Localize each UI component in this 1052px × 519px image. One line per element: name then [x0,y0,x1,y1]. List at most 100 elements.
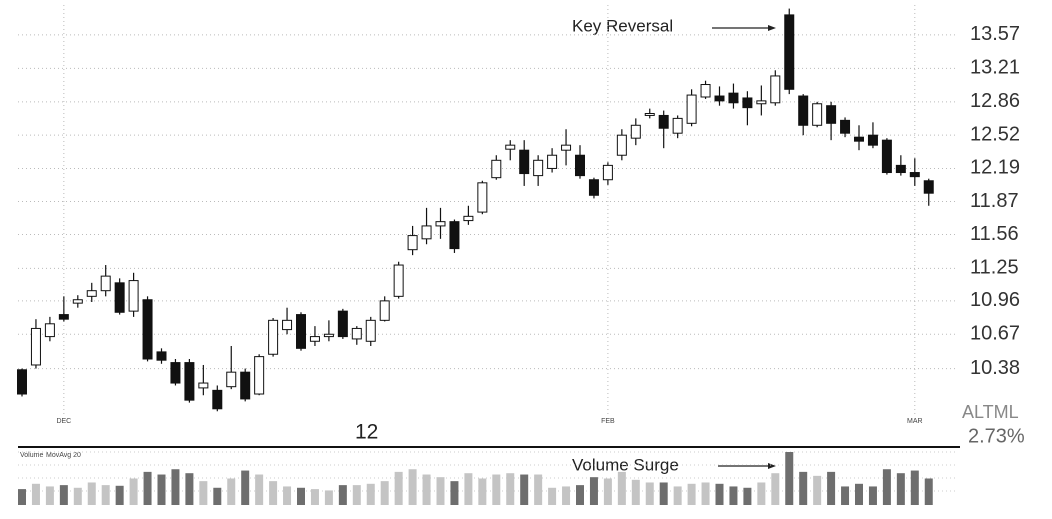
volume-bar [241,470,250,505]
candle-body [421,225,432,240]
volume-bar [283,486,292,505]
volume-bar [18,489,26,505]
volume-bar [73,487,82,505]
y-tick-label: 13.21 [970,57,1020,79]
symbol: ALTML [962,402,1019,422]
candle-body [826,105,837,124]
volume-bar [562,486,571,505]
volume-bar [408,469,417,505]
arrow-head [768,25,776,31]
volume-bar [673,486,682,505]
candle-body [533,159,544,177]
volume-bar [589,477,598,505]
candle-body [114,282,125,313]
volume-bar [366,483,375,505]
volume-title: Volume [20,452,43,459]
volume-bar [868,486,877,505]
volume-bar [478,478,487,505]
volume-bar [59,485,68,505]
annotation: Key Reversal [572,16,673,35]
volume-bar [255,474,264,505]
candle-body [686,94,697,124]
y-tick-label: 10.67 [970,323,1020,345]
candle-body [742,97,753,109]
candle-body [616,134,627,156]
ma-label: MovAvg 20 [46,452,81,459]
volume-bar [687,483,696,505]
candle-body [309,336,320,342]
volume-bar [617,471,626,505]
candle-body [393,264,404,297]
candle-body [184,362,195,401]
candle-body [268,319,279,355]
volume-bar [297,487,305,505]
candle-body [30,327,41,366]
candle-body [658,114,669,129]
volume-bar [394,471,403,505]
candle-body [630,124,641,139]
volume-bar [506,473,515,505]
volume-bar [729,486,738,505]
candle-body [547,154,558,169]
candle-body [128,280,139,312]
candle-body [491,159,502,179]
y-tick-label: 10.38 [970,357,1020,379]
candle-body [226,371,237,388]
candle-body [156,351,167,361]
candle-body [519,149,530,175]
candle-body [770,75,781,104]
candle-body [644,112,655,116]
candle-body [477,182,488,213]
candle-body [895,164,906,174]
volume-bar [338,485,347,505]
candle-body [58,314,69,320]
volume-bar [31,483,40,505]
candle-body [575,154,585,177]
candle-body [798,95,809,126]
y-tick-label: 12.52 [970,123,1020,145]
candle-body [351,327,362,340]
volume-bar [422,474,431,505]
candle-body [323,333,334,338]
volume-bar [199,481,208,505]
volume-bar [771,473,780,505]
candle-body [881,139,892,174]
candle-body [240,371,251,400]
volume-bar [45,486,54,505]
change: 2.73% [968,425,1025,447]
candle-body [198,382,209,389]
candle-body [854,136,864,142]
volume-bar [576,485,584,505]
volume-bar [534,474,543,505]
volume-bar [464,473,473,505]
volume-bar [520,474,529,505]
candle-body [435,221,446,227]
volume-bar [310,489,319,505]
volume-bar [143,471,152,505]
candle-body [812,103,823,126]
volume-bar [436,477,445,505]
y-tick-label: 13.57 [970,23,1020,45]
volume-bar [631,479,640,505]
volume-bar [101,485,110,505]
volume-bar [380,481,389,505]
y-tick-label: 11.25 [970,257,1019,279]
volume-bar [115,485,124,505]
candle-body [365,319,376,342]
x-tick-label: DEC [56,418,71,425]
volume-bar [450,481,459,505]
candle-body [672,117,683,134]
y-tick-label: 12.19 [970,157,1020,179]
volume-bar [157,474,166,505]
x-tick-label: FEB [601,418,615,425]
volume-bar [352,485,361,505]
volume-bar [701,482,710,505]
candle-body [282,319,293,331]
volume-bar [827,471,836,505]
candle-body [756,100,767,105]
candle-body [784,14,795,90]
y-tick-label: 11.87 [970,190,1019,212]
y-tick-label: 11.56 [970,223,1019,245]
candle-body [700,84,711,98]
candle-body [602,164,613,181]
